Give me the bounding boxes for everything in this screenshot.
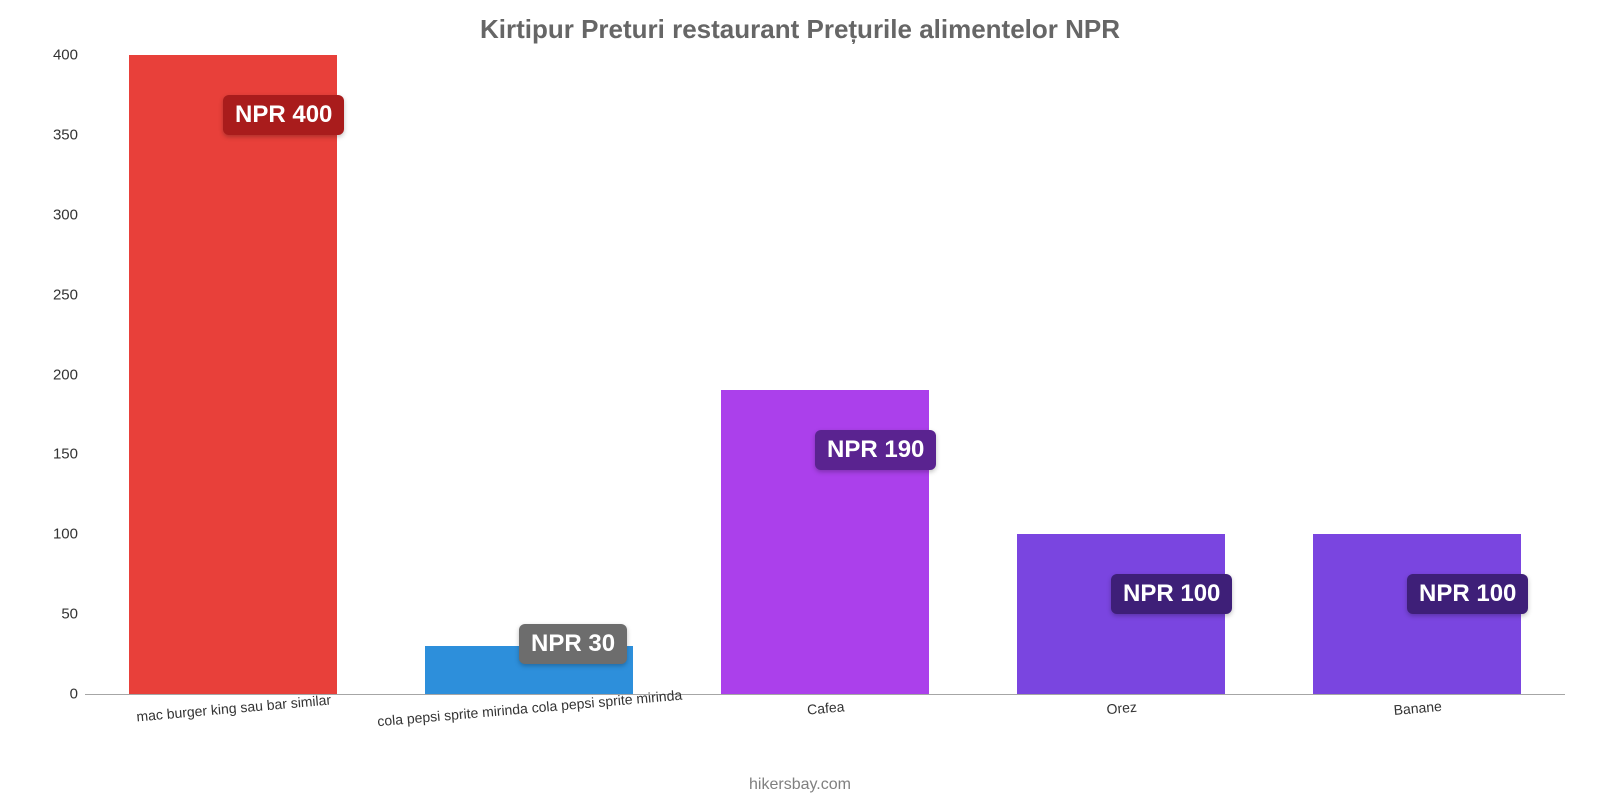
y-tick-label: 50 [30,606,78,623]
value-badge: NPR 100 [1111,574,1232,614]
price-bar-chart: Kirtipur Preturi restaurant Prețurile al… [0,0,1600,800]
bar [129,55,336,694]
value-badge: NPR 100 [1407,574,1528,614]
y-tick-label: 350 [30,126,78,143]
credit-text: hikersbay.com [0,776,1600,794]
plot-area: 050100150200250300350400NPR 400mac burge… [85,55,1565,695]
value-badge: NPR 30 [519,624,627,664]
y-tick-label: 100 [30,526,78,543]
bar [1017,534,1224,694]
y-tick-label: 400 [30,47,78,64]
bar [1313,534,1520,694]
chart-title: Kirtipur Preturi restaurant Prețurile al… [0,0,1600,45]
y-tick-label: 200 [30,366,78,383]
value-badge: NPR 190 [815,430,936,470]
y-tick-label: 300 [30,206,78,223]
value-badge: NPR 400 [223,95,344,135]
y-tick-label: 150 [30,446,78,463]
y-tick-label: 250 [30,286,78,303]
y-tick-label: 0 [30,686,78,703]
